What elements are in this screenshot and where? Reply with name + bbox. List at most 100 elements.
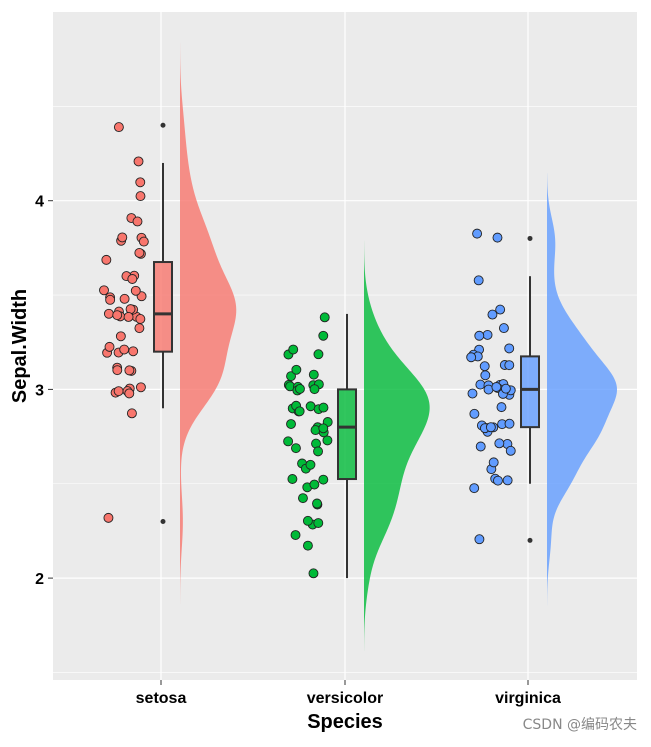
data-point bbox=[504, 360, 515, 371]
y-tick-label: 2 bbox=[35, 571, 44, 588]
data-point bbox=[313, 349, 324, 360]
outlier-point bbox=[160, 122, 166, 128]
data-point bbox=[103, 308, 114, 319]
data-point bbox=[492, 232, 503, 243]
data-point bbox=[133, 156, 144, 167]
x-tick-label: virginica bbox=[495, 690, 561, 707]
data-point bbox=[119, 293, 130, 304]
data-point bbox=[475, 379, 486, 390]
data-point bbox=[286, 419, 296, 430]
data-point bbox=[105, 294, 116, 305]
data-point bbox=[117, 232, 128, 243]
data-point bbox=[288, 344, 299, 355]
data-point bbox=[485, 422, 496, 433]
data-point bbox=[505, 445, 516, 456]
data-point bbox=[283, 436, 294, 447]
data-point bbox=[104, 341, 115, 352]
data-point bbox=[309, 479, 320, 490]
data-point bbox=[99, 285, 109, 296]
data-point bbox=[127, 274, 138, 284]
data-point bbox=[475, 441, 486, 452]
data-point bbox=[494, 438, 505, 449]
data-point bbox=[290, 530, 301, 541]
data-point bbox=[493, 475, 503, 486]
data-point bbox=[482, 329, 493, 340]
data-point bbox=[318, 402, 329, 413]
data-point bbox=[135, 314, 146, 324]
data-point bbox=[504, 418, 515, 429]
data-point bbox=[473, 275, 484, 286]
data-point bbox=[487, 309, 498, 320]
data-point bbox=[103, 512, 114, 523]
data-point bbox=[480, 370, 491, 381]
data-point bbox=[498, 323, 509, 334]
data-point bbox=[467, 388, 478, 399]
data-point bbox=[134, 247, 145, 258]
y-tick-label: 4 bbox=[35, 194, 44, 211]
x-tick-label: setosa bbox=[136, 690, 187, 707]
data-point bbox=[101, 254, 112, 265]
y-axis-title: Sepal.Width bbox=[9, 289, 31, 403]
data-point bbox=[113, 386, 124, 397]
outlier-point bbox=[160, 518, 166, 524]
box bbox=[153, 261, 173, 353]
data-point bbox=[302, 515, 313, 526]
data-point bbox=[474, 534, 485, 545]
data-point bbox=[135, 177, 146, 188]
density-virginica bbox=[547, 173, 617, 606]
data-point bbox=[128, 346, 139, 357]
data-point bbox=[322, 435, 333, 446]
data-point bbox=[115, 331, 126, 342]
data-point bbox=[290, 443, 301, 454]
box bbox=[520, 355, 540, 429]
data-point bbox=[308, 568, 319, 579]
data-point bbox=[502, 475, 513, 486]
data-point bbox=[319, 312, 330, 323]
outlier-point bbox=[527, 235, 533, 241]
data-point bbox=[124, 388, 135, 399]
data-point bbox=[312, 498, 322, 509]
data-point bbox=[469, 483, 480, 494]
data-point bbox=[123, 311, 134, 322]
data-point bbox=[294, 406, 305, 417]
data-point bbox=[287, 474, 298, 484]
data-point bbox=[472, 228, 483, 239]
data-point bbox=[474, 330, 485, 341]
data-point bbox=[124, 365, 135, 376]
data-point bbox=[138, 236, 149, 247]
data-point bbox=[318, 474, 329, 485]
data-point bbox=[135, 191, 146, 202]
data-point bbox=[302, 540, 313, 551]
data-point bbox=[309, 384, 320, 395]
data-point bbox=[469, 408, 480, 419]
data-point bbox=[291, 364, 302, 375]
data-point bbox=[135, 382, 146, 393]
x-tick-label: versicolor bbox=[307, 690, 383, 707]
data-point bbox=[113, 122, 124, 133]
data-point bbox=[318, 330, 329, 341]
data-point bbox=[308, 369, 319, 380]
outlier-point bbox=[527, 537, 533, 543]
data-point bbox=[491, 382, 502, 392]
data-point bbox=[313, 518, 324, 528]
data-point bbox=[466, 352, 477, 363]
data-point bbox=[295, 383, 305, 394]
data-point bbox=[495, 304, 506, 315]
data-point bbox=[318, 423, 329, 434]
data-point bbox=[313, 446, 323, 457]
data-point bbox=[112, 310, 123, 321]
data-point bbox=[479, 361, 490, 372]
density-versicolor bbox=[364, 240, 430, 652]
watermark: CSDN @编码农夫 bbox=[522, 717, 637, 733]
density-setosa bbox=[180, 42, 237, 605]
data-point bbox=[134, 323, 145, 334]
data-point bbox=[126, 408, 137, 419]
data-point bbox=[298, 493, 308, 504]
data-point bbox=[504, 343, 515, 354]
data-point bbox=[496, 402, 507, 413]
data-point bbox=[500, 383, 511, 394]
data-point bbox=[305, 459, 316, 470]
x-axis-title: Species bbox=[307, 711, 383, 733]
